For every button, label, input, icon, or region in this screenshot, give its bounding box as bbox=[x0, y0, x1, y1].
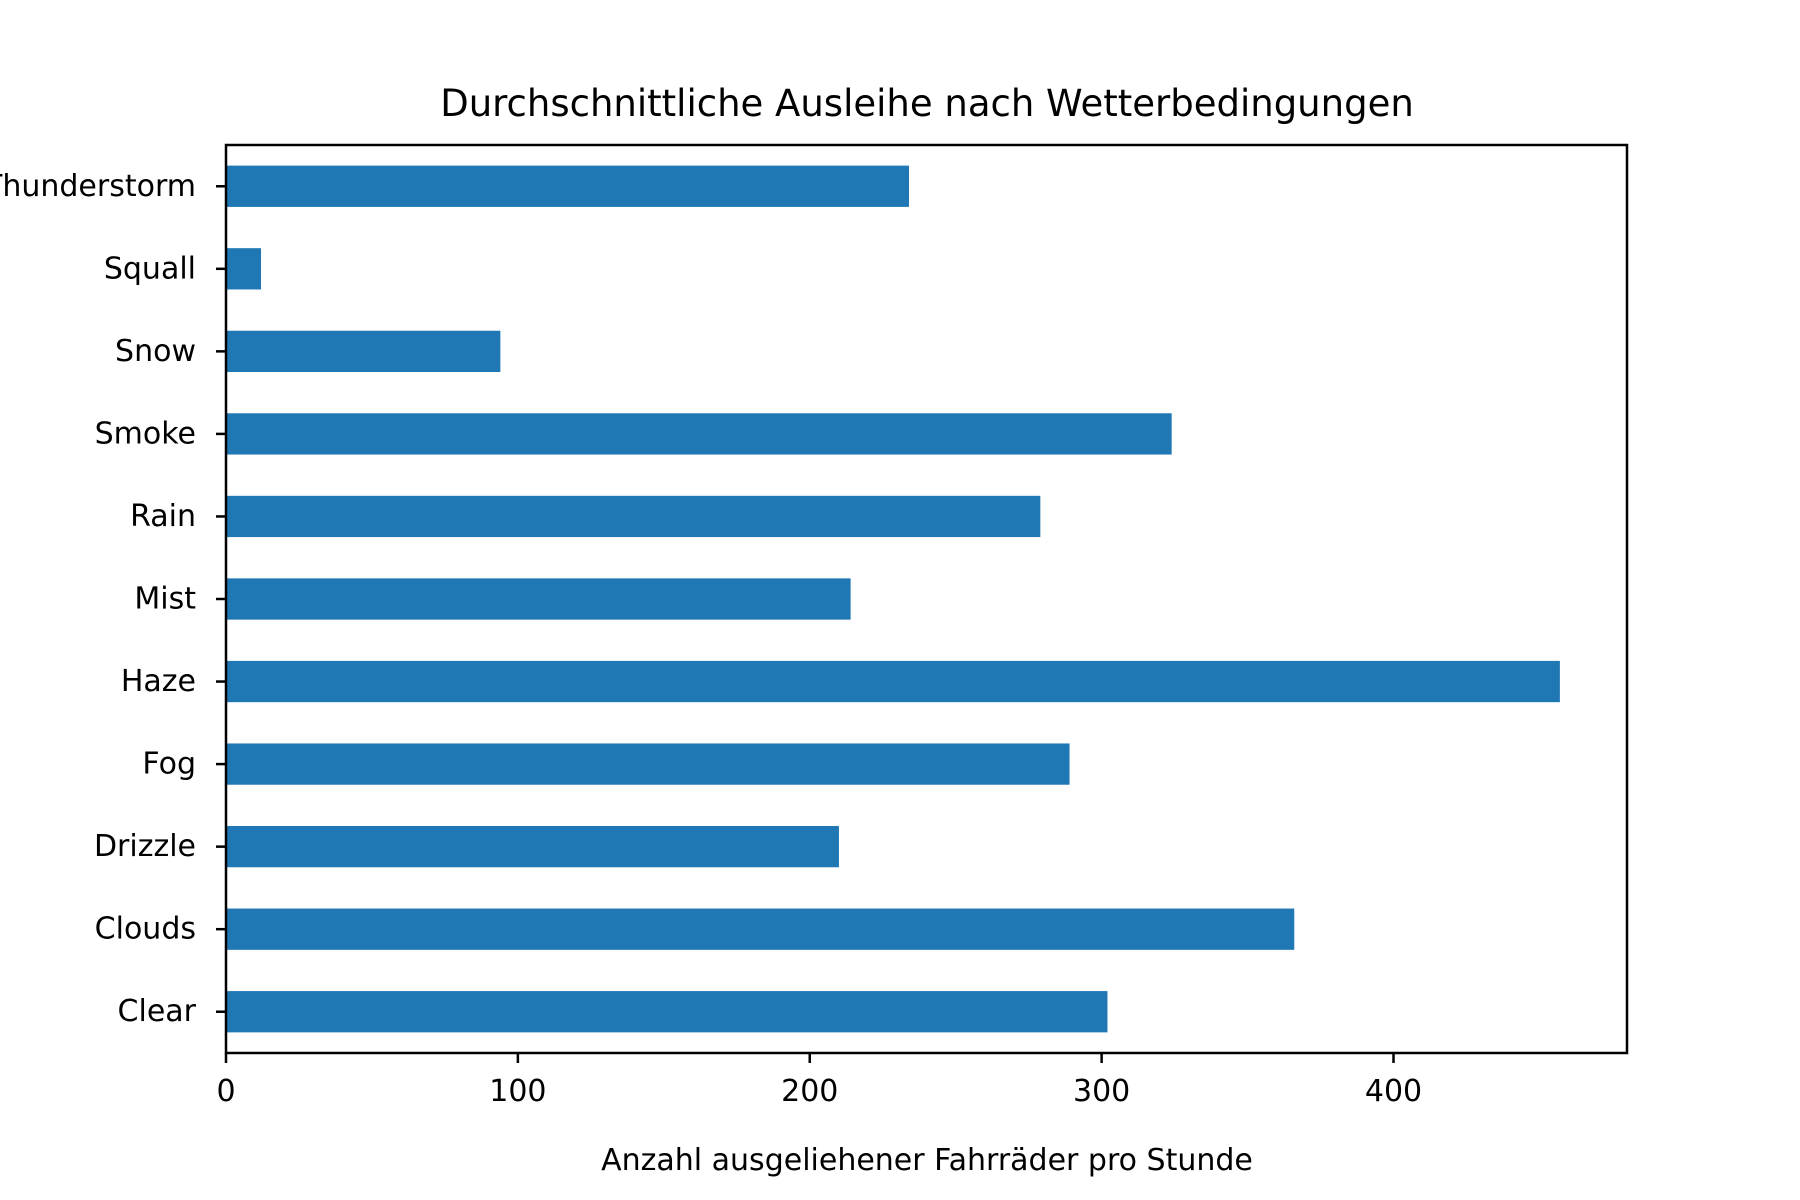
bar-clear bbox=[226, 991, 1108, 1033]
x-axis-label: Anzahl ausgeliehener Fahrräder pro Stund… bbox=[601, 1143, 1253, 1178]
bar-clouds bbox=[226, 908, 1295, 950]
x-tick-label-100: 100 bbox=[489, 1074, 546, 1109]
y-tick-label-clouds: Clouds bbox=[95, 912, 196, 947]
bar-fog bbox=[226, 743, 1070, 785]
bar-drizzle bbox=[226, 826, 839, 868]
y-tick-label-haze: Haze bbox=[121, 664, 196, 699]
x-tick-label-200: 200 bbox=[781, 1074, 838, 1109]
plot-frame bbox=[224, 143, 1629, 1055]
bar-thunderstorm bbox=[226, 165, 909, 207]
chart-title: Durchschnittliche Ausleihe nach Wetterbe… bbox=[440, 82, 1414, 125]
x-tick-label-0: 0 bbox=[216, 1074, 235, 1109]
bar-rain bbox=[226, 495, 1041, 538]
y-tick-label-fog: Fog bbox=[142, 747, 196, 782]
y-tick-label-mist: Mist bbox=[134, 582, 196, 617]
bar-snow bbox=[226, 330, 501, 372]
bar-squall bbox=[226, 248, 262, 290]
y-axis-ticks: Clear Clouds Drizzle Fog Haze Mist Rain Smoke Sn… bbox=[0, 169, 226, 1029]
y-tick-label-thunderstorm: Thunderstorm bbox=[0, 169, 196, 204]
x-axis-ticks: 0 100 200 300 400 bbox=[216, 1053, 1422, 1109]
y-tick-label-clear: Clear bbox=[118, 994, 197, 1029]
bar-smoke bbox=[226, 413, 1172, 455]
bar-haze bbox=[226, 660, 1560, 703]
y-tick-label-smoke: Smoke bbox=[95, 416, 196, 451]
bars bbox=[226, 165, 1560, 1033]
y-tick-label-rain: Rain bbox=[130, 499, 196, 534]
x-tick-label-400: 400 bbox=[1365, 1074, 1422, 1109]
y-tick-label-squall: Squall bbox=[104, 251, 196, 286]
y-tick-label-drizzle: Drizzle bbox=[94, 829, 196, 864]
x-tick-label-300: 300 bbox=[1073, 1074, 1130, 1109]
y-tick-label-snow: Snow bbox=[115, 334, 196, 369]
bar-mist bbox=[226, 578, 851, 620]
